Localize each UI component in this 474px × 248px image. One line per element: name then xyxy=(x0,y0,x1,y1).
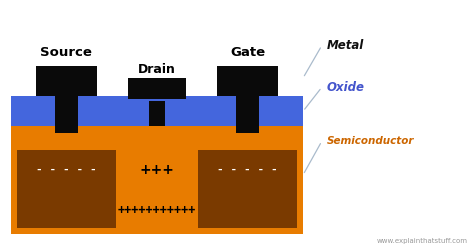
Bar xyxy=(55,96,78,133)
Text: - - - - -: - - - - - xyxy=(36,165,97,175)
Text: Gate: Gate xyxy=(230,46,265,59)
Bar xyxy=(36,66,97,96)
Text: Oxide: Oxide xyxy=(327,81,365,94)
Bar xyxy=(217,66,278,96)
Text: +++: +++ xyxy=(139,163,174,177)
Bar xyxy=(236,96,259,133)
Bar xyxy=(11,96,303,126)
Text: Drain: Drain xyxy=(138,63,176,76)
Bar xyxy=(149,101,165,126)
Bar xyxy=(128,78,186,99)
Text: +++++++++++: +++++++++++ xyxy=(118,204,196,217)
Bar xyxy=(17,150,116,228)
Text: www.explainthatstuff.com: www.explainthatstuff.com xyxy=(377,238,468,244)
Text: Metal: Metal xyxy=(327,39,364,52)
Text: Source: Source xyxy=(40,46,92,59)
Text: Semiconductor: Semiconductor xyxy=(327,136,414,146)
Bar xyxy=(11,96,303,234)
Text: - - - - -: - - - - - xyxy=(217,165,278,175)
Bar xyxy=(198,150,297,228)
